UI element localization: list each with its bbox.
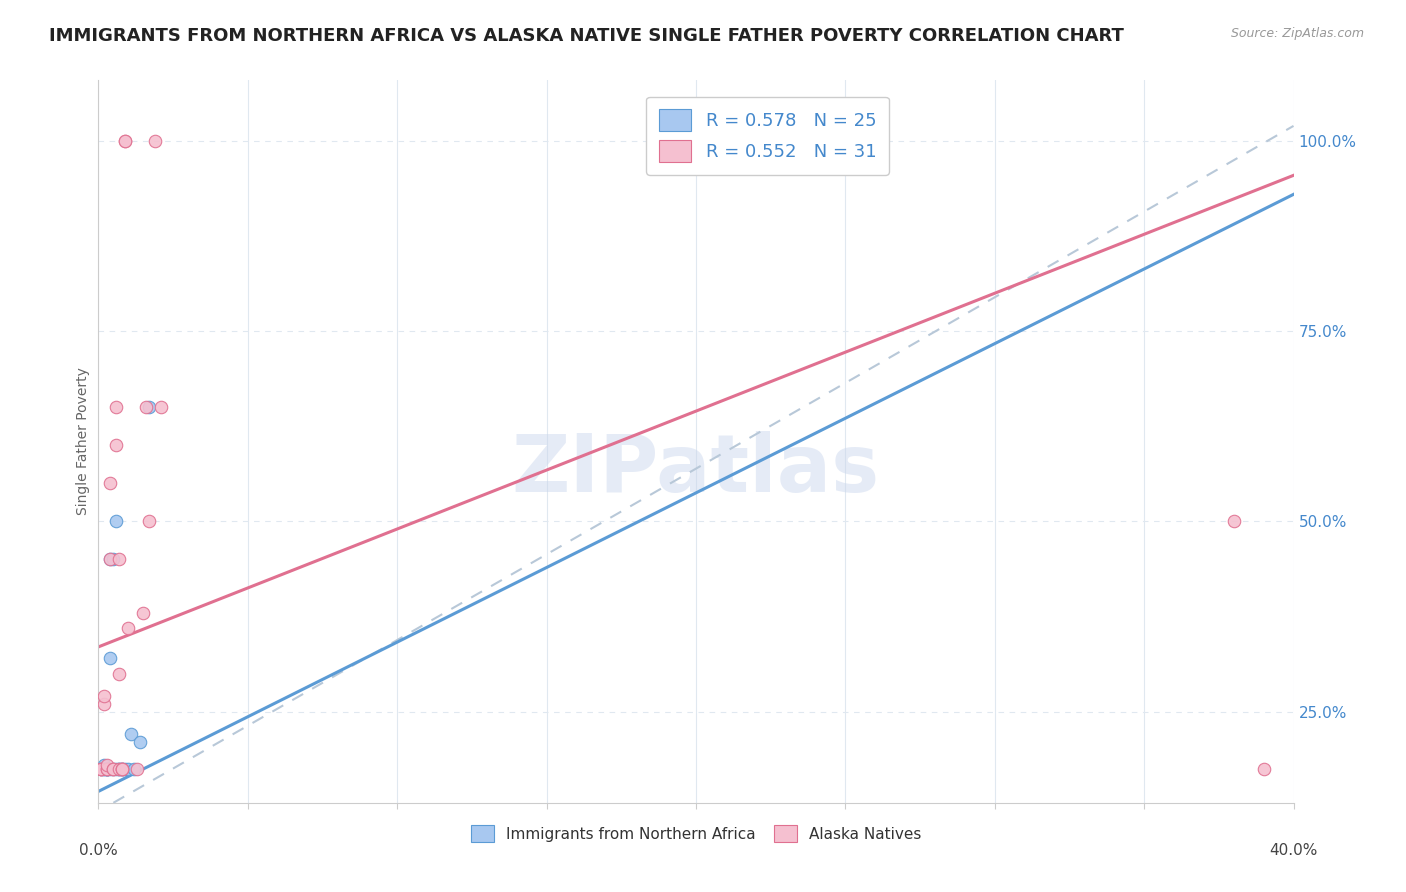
Text: Source: ZipAtlas.com: Source: ZipAtlas.com (1230, 27, 1364, 40)
Text: IMMIGRANTS FROM NORTHERN AFRICA VS ALASKA NATIVE SINGLE FATHER POVERTY CORRELATI: IMMIGRANTS FROM NORTHERN AFRICA VS ALASK… (49, 27, 1123, 45)
Text: 0.0%: 0.0% (79, 843, 118, 857)
Text: ZIPatlas: ZIPatlas (512, 432, 880, 509)
Legend: Immigrants from Northern Africa, Alaska Natives: Immigrants from Northern Africa, Alaska … (463, 817, 929, 849)
Y-axis label: Single Father Poverty: Single Father Poverty (76, 368, 90, 516)
Text: 40.0%: 40.0% (1270, 843, 1317, 857)
